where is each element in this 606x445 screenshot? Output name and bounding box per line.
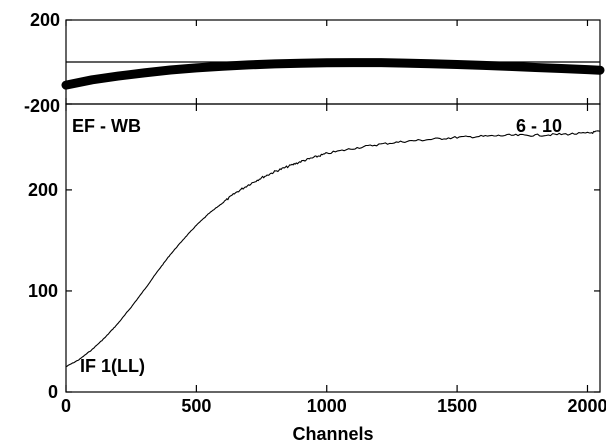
bottom-y-tick-label: 0 [48, 382, 58, 402]
top-y-tick-label: 200 [30, 10, 60, 30]
annotation-top-left: EF - WB [72, 116, 141, 136]
bottom-x-ticks: 0 500 1000 1500 2000 [61, 104, 606, 416]
top-series-line [61, 58, 605, 90]
bottom-x-tick-label: 2000 [567, 396, 606, 416]
annotation-top-right: 6 - 10 [516, 116, 562, 136]
bottom-x-tick-label: 0 [61, 396, 71, 416]
bottom-x-tick-label: 1500 [437, 396, 477, 416]
bottom-x-tick-label: 1000 [307, 396, 347, 416]
bottom-series-line [65, 130, 601, 368]
x-axis-title: Channels [292, 424, 373, 444]
top-y-ticks: 200 -200 [24, 10, 72, 116]
top-panel: 200 -200 [24, 10, 605, 116]
annotation-bottom-left: IF 1(LL) [80, 356, 145, 376]
bottom-y-tick-label: 100 [28, 281, 58, 301]
bottom-y-ticks: 0 100 200 [28, 180, 600, 402]
top-y-tick-label: -200 [24, 96, 60, 116]
top-x-ticks [65, 20, 589, 104]
bottom-x-tick-label: 500 [181, 396, 211, 416]
bottom-y-tick-label: 200 [28, 180, 58, 200]
bottom-panel-frame [65, 103, 601, 393]
